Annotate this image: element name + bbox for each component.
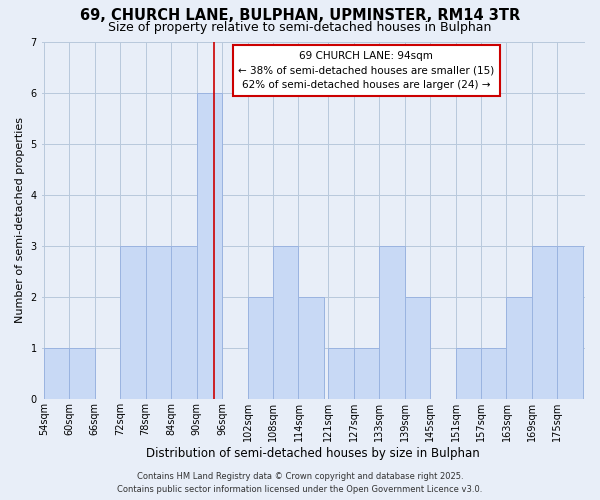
Bar	[379, 246, 404, 400]
Bar	[328, 348, 353, 400]
Bar	[557, 246, 583, 400]
Bar	[298, 297, 324, 400]
Bar	[404, 297, 430, 400]
Bar	[120, 246, 146, 400]
Bar	[506, 297, 532, 400]
Bar	[455, 348, 481, 400]
Bar	[69, 348, 95, 400]
X-axis label: Distribution of semi-detached houses by size in Bulphan: Distribution of semi-detached houses by …	[146, 447, 480, 460]
Bar	[197, 92, 222, 400]
Bar	[353, 348, 379, 400]
Text: 69, CHURCH LANE, BULPHAN, UPMINSTER, RM14 3TR: 69, CHURCH LANE, BULPHAN, UPMINSTER, RM1…	[80, 8, 520, 22]
Bar	[146, 246, 171, 400]
Y-axis label: Number of semi-detached properties: Number of semi-detached properties	[15, 118, 25, 324]
Bar	[481, 348, 506, 400]
Text: Contains HM Land Registry data © Crown copyright and database right 2025.
Contai: Contains HM Land Registry data © Crown c…	[118, 472, 482, 494]
Bar	[532, 246, 557, 400]
Bar	[273, 246, 298, 400]
Bar	[248, 297, 273, 400]
Text: 69 CHURCH LANE: 94sqm
← 38% of semi-detached houses are smaller (15)
62% of semi: 69 CHURCH LANE: 94sqm ← 38% of semi-deta…	[238, 50, 494, 90]
Text: Size of property relative to semi-detached houses in Bulphan: Size of property relative to semi-detach…	[109, 21, 491, 34]
Bar	[171, 246, 197, 400]
Bar	[44, 348, 69, 400]
